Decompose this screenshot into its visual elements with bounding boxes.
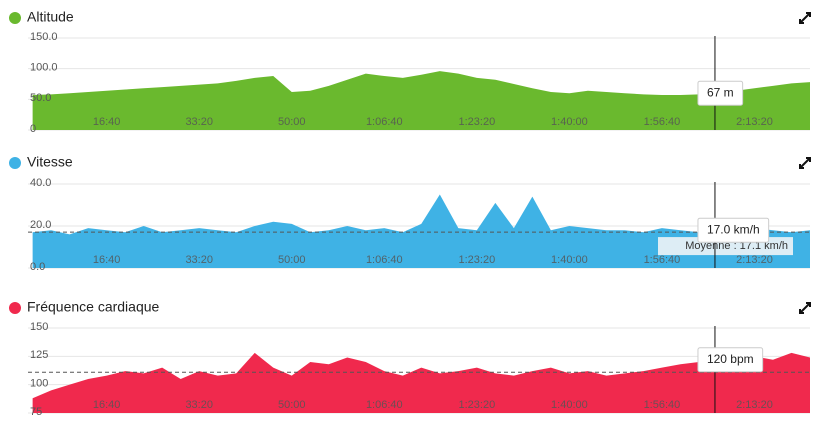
expand-icon[interactable] — [799, 302, 811, 314]
x-tick-label: 1:23:20 — [458, 399, 495, 411]
tooltip-bg — [697, 217, 770, 243]
x-tick-label: 1:06:40 — [366, 399, 403, 411]
y-tick-label: 0.0 — [30, 261, 45, 273]
x-tick-label: 1:40:00 — [551, 254, 588, 266]
x-tick-label: 2:13:20 — [736, 254, 773, 266]
expand-icon[interactable] — [799, 157, 811, 169]
x-tick-label: 1:06:40 — [366, 116, 403, 128]
tooltip: 120 bpm — [697, 347, 764, 373]
x-tick-label: 50:00 — [278, 116, 306, 128]
x-tick-label: 33:20 — [185, 254, 213, 266]
area — [32, 194, 811, 268]
x-tick-label: 1:56:40 — [644, 399, 681, 411]
x-tick-label: 1:56:40 — [644, 116, 681, 128]
y-tick-label: 0 — [30, 123, 36, 135]
y-tick-label: 100 — [30, 378, 48, 390]
tooltip-text: 17.0 km/h — [707, 222, 760, 236]
x-tick-label: 1:40:00 — [551, 399, 588, 411]
x-tick-label: 33:20 — [185, 399, 213, 411]
tooltip: 67 m — [697, 80, 744, 106]
x-tick-label: 50:00 — [278, 399, 306, 411]
legend-dot — [9, 302, 21, 314]
chart-title: Altitude — [27, 9, 74, 25]
x-tick-label: 1:56:40 — [644, 254, 681, 266]
y-tick-label: 125 — [30, 349, 48, 361]
chart-title: Vitesse — [27, 154, 73, 170]
y-tick-label: 100.0 — [30, 62, 58, 74]
legend-dot — [9, 157, 21, 169]
tooltip-bg — [697, 347, 764, 373]
legend-dot — [9, 12, 21, 24]
x-tick-label: 16:40 — [93, 399, 121, 411]
y-tick-label: 150.0 — [30, 31, 58, 43]
x-tick-label: 2:13:20 — [736, 399, 773, 411]
tooltip: 17.0 km/h — [697, 217, 770, 243]
x-tick-label: 50:00 — [278, 254, 306, 266]
x-tick-label: 33:20 — [185, 116, 213, 128]
y-tick-label: 50.0 — [30, 92, 51, 104]
average-label: Moyenne : 17.1 km/h — [685, 240, 788, 252]
x-tick-label: 16:40 — [93, 254, 121, 266]
tooltip-bg — [697, 80, 744, 106]
x-tick-label: 1:06:40 — [366, 254, 403, 266]
x-tick-label: 1:23:20 — [458, 116, 495, 128]
chart-title: Fréquence cardiaque — [27, 299, 160, 315]
y-tick-label: 20.0 — [30, 219, 51, 231]
y-tick-label: 150 — [30, 321, 48, 333]
x-tick-label: 2:13:20 — [736, 116, 773, 128]
x-tick-label: 1:40:00 — [551, 116, 588, 128]
tooltip-text: 67 m — [707, 85, 734, 99]
area — [32, 352, 811, 413]
y-tick-label: 75 — [30, 406, 42, 418]
area — [32, 71, 811, 130]
x-tick-label: 1:23:20 — [458, 254, 495, 266]
expand-icon[interactable] — [799, 12, 811, 24]
tooltip-text: 120 bpm — [707, 352, 754, 366]
y-tick-label: 40.0 — [30, 177, 51, 189]
x-tick-label: 16:40 — [93, 116, 121, 128]
